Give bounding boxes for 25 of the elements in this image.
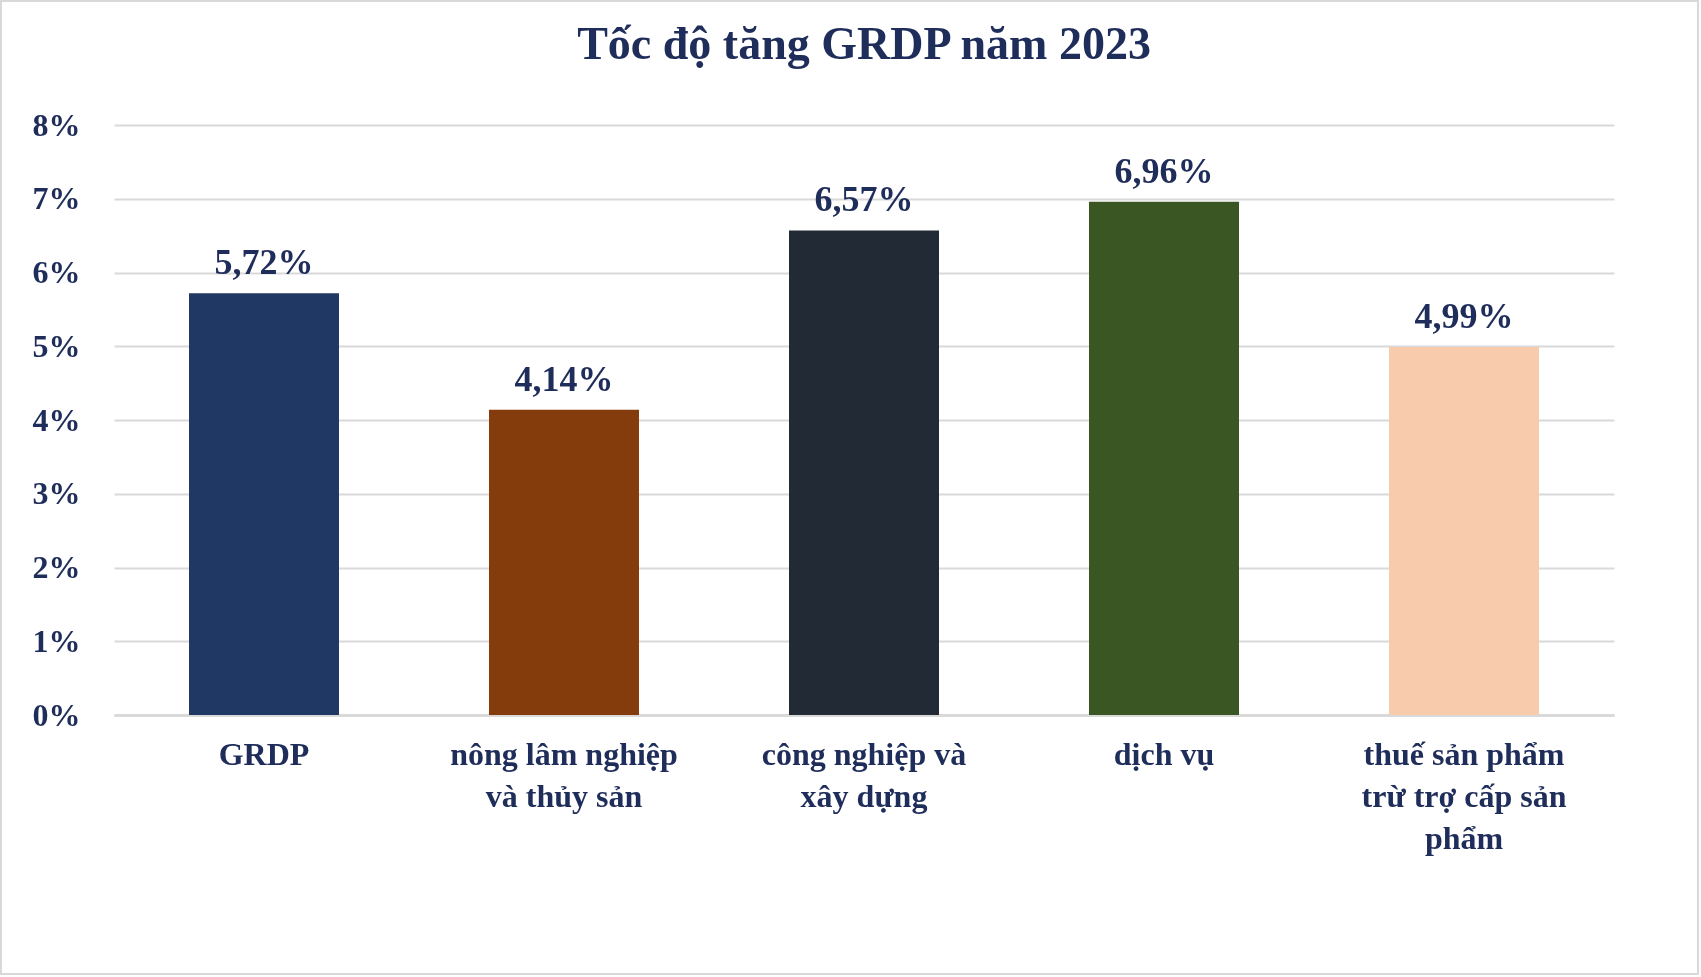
y-tick-label: 8% bbox=[32, 106, 81, 143]
y-tick-label: 5% bbox=[32, 327, 81, 364]
x-tick-label: nông lâm nghiệp và thủy sản bbox=[450, 735, 678, 814]
y-tick-label: 0% bbox=[32, 696, 81, 733]
y-tick-label: 4% bbox=[32, 401, 81, 438]
bar bbox=[1389, 346, 1539, 715]
x-tick-label: GRDP bbox=[218, 735, 310, 772]
data-label: 6,57% bbox=[814, 179, 914, 220]
data-label: 4,99% bbox=[1414, 295, 1514, 336]
data-label: 4,14% bbox=[514, 358, 614, 399]
y-tick-label: 2% bbox=[32, 549, 81, 585]
x-tick-label: thuế sản phẩm trừ trợ cấp sản phẩm bbox=[1361, 735, 1567, 856]
bar bbox=[189, 293, 339, 715]
data-label: 6,96% bbox=[1114, 150, 1214, 191]
x-tick-label: dịch vụ bbox=[1113, 735, 1215, 772]
bar bbox=[789, 230, 939, 715]
data-label: 5,72% bbox=[214, 242, 314, 283]
bar bbox=[489, 409, 639, 715]
y-tick-label: 7% bbox=[32, 180, 81, 217]
x-tick-label: công nghiệp và xây dựng bbox=[761, 735, 967, 814]
chart-title: Tốc độ tăng GRDP năm 2023 bbox=[577, 18, 1151, 69]
bar bbox=[1089, 201, 1239, 715]
y-tick-label: 1% bbox=[32, 622, 81, 659]
y-tick-label: 6% bbox=[32, 254, 81, 290]
y-tick-label: 3% bbox=[32, 475, 81, 512]
